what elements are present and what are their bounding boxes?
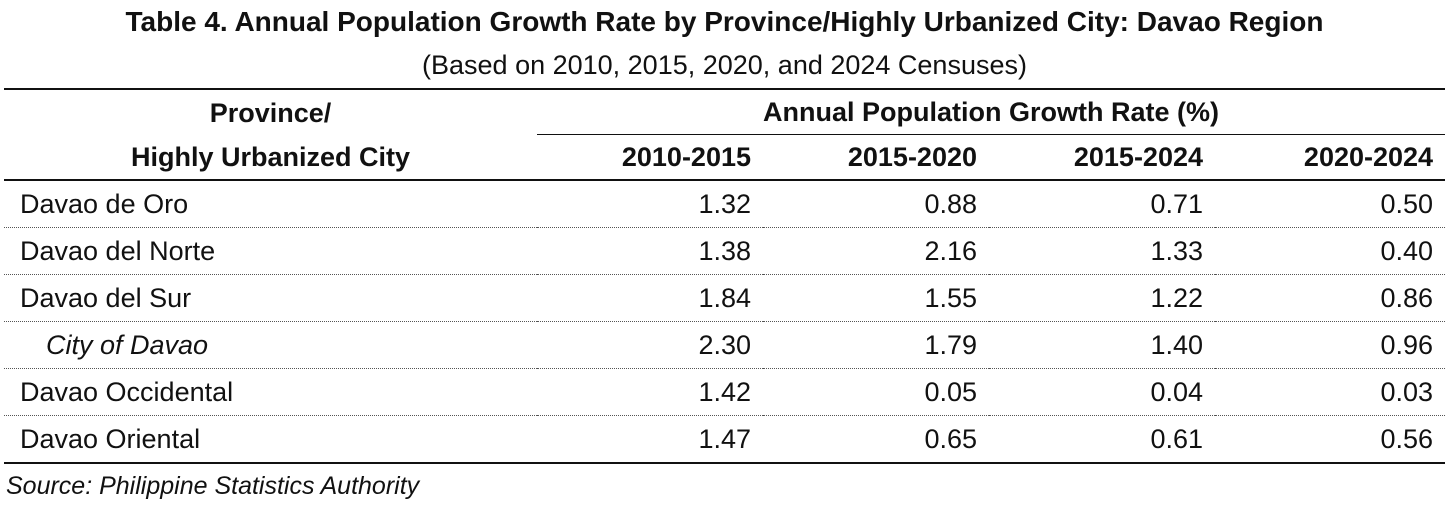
table-cell: 0.65 (763, 415, 989, 464)
row-header-line-2: Highly Urbanized City (130, 141, 411, 172)
row-name: Davao de Oro (4, 180, 537, 228)
table-cell: 1.32 (537, 180, 763, 228)
table-cell: 1.33 (989, 227, 1215, 275)
header-row-2: 2010-2015 2015-2020 2015-2024 2020-2024 (4, 134, 1446, 181)
column-header: 2020-2024 (1215, 134, 1446, 181)
table-cell: 1.47 (537, 415, 763, 464)
source-note: Source: Philippine Statistics Authority (6, 472, 420, 500)
table-title: Table 4. Annual Population Growth Rate b… (125, 6, 1324, 37)
table-cell: 1.40 (989, 321, 1215, 369)
table-cell: 0.88 (763, 180, 989, 228)
growth-rate-table: Province/ Highly Urbanized City Annual P… (4, 88, 1446, 464)
row-header-line-1: Province/ (209, 97, 332, 128)
table-cell: 1.38 (537, 227, 763, 275)
table-cell: 0.86 (1215, 274, 1446, 322)
row-name: Davao Occidental (4, 368, 537, 416)
table-cell: 0.61 (989, 415, 1215, 464)
table-row: Davao del Sur 1.84 1.55 1.22 0.86 (4, 274, 1446, 322)
table-cell: 0.40 (1215, 227, 1446, 275)
table-row: Davao del Norte 1.38 2.16 1.33 0.40 (4, 227, 1446, 275)
row-name: Davao Oriental (4, 415, 537, 464)
table-cell: 0.96 (1215, 321, 1446, 369)
table-cell: 0.56 (1215, 415, 1446, 464)
table-cell: 1.79 (763, 321, 989, 369)
row-header: Province/ Highly Urbanized City (4, 88, 537, 181)
table-cell: 2.16 (763, 227, 989, 275)
group-header: Annual Population Growth Rate (%) (537, 88, 1446, 135)
column-header: 2015-2020 (763, 134, 989, 181)
column-header: 2010-2015 (537, 134, 763, 181)
table-cell: 2.30 (537, 321, 763, 369)
table-cell: 1.42 (537, 368, 763, 416)
row-name: City of Davao (4, 321, 537, 369)
column-header: 2015-2024 (989, 134, 1215, 181)
table-cell: 1.22 (989, 274, 1215, 322)
table-row: City of Davao 2.30 1.79 1.40 0.96 (4, 321, 1446, 369)
table-subtitle: (Based on 2010, 2015, 2020, and 2024 Cen… (422, 50, 1027, 80)
table-cell: 0.04 (989, 368, 1215, 416)
row-name: Davao del Sur (4, 274, 537, 322)
table-row: Davao de Oro 1.32 0.88 0.71 0.50 (4, 180, 1446, 228)
table-cell: 0.03 (1215, 368, 1446, 416)
table-cell: 1.84 (537, 274, 763, 322)
table-row: Davao Oriental 1.47 0.65 0.61 0.56 (4, 415, 1446, 464)
table-row: Davao Occidental 1.42 0.05 0.04 0.03 (4, 368, 1446, 416)
table-cell: 0.71 (989, 180, 1215, 228)
header-row-1: Province/ Highly Urbanized City Annual P… (4, 88, 1446, 181)
table-cell: 1.55 (763, 274, 989, 322)
table-cell: 0.50 (1215, 180, 1446, 228)
row-name: Davao del Norte (4, 227, 537, 275)
table-cell: 0.05 (763, 368, 989, 416)
